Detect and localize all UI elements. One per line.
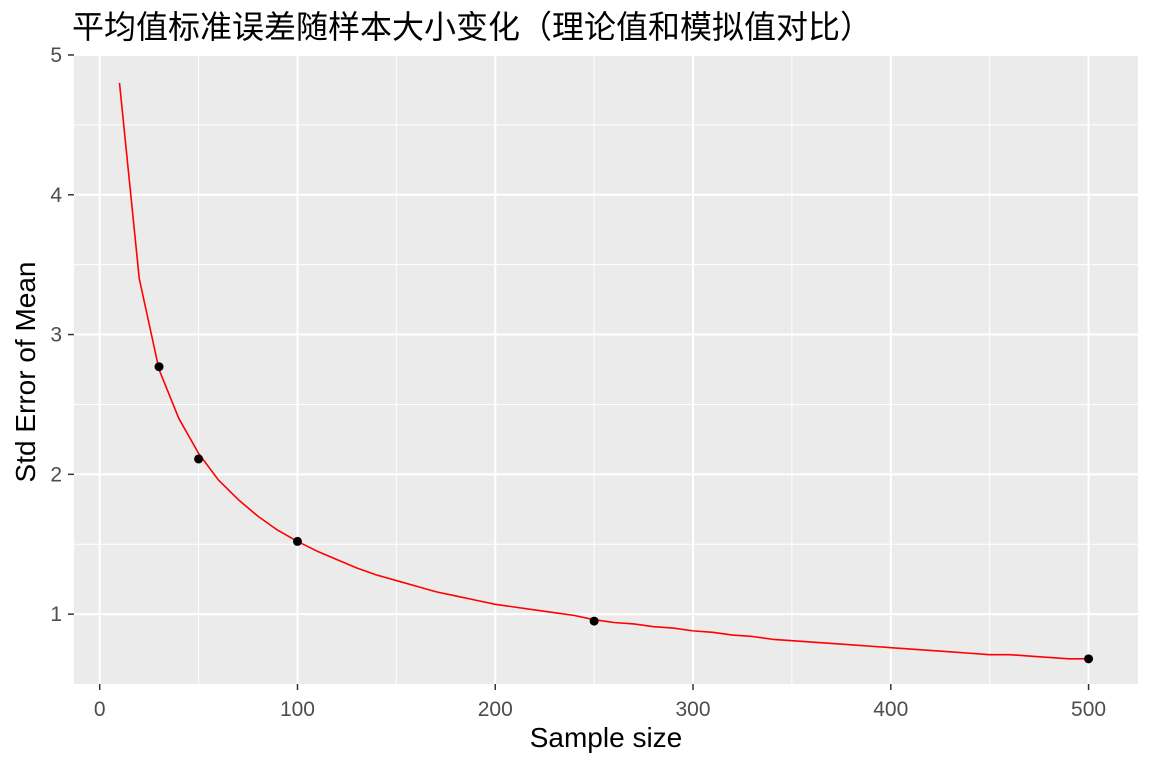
simulated-point [589,616,599,626]
y-tick-label: 2 [50,463,62,486]
x-axis-title: Sample size [530,722,683,753]
x-tick-label: 400 [873,698,908,721]
x-tick-label: 500 [1071,698,1106,721]
x-axis: 0 100 200 300 400 500 [94,684,1106,721]
x-tick-label: 0 [94,698,106,721]
y-axis-title: Std Error of Mean [10,262,41,483]
x-tick-label: 200 [478,698,513,721]
chart-title: 平均值标准误差随样本大小变化（理论值和模拟值对比） [72,8,872,46]
y-tick-label: 1 [50,603,62,626]
x-tick-label: 100 [280,698,315,721]
theory-line [118,82,1089,660]
plot-panel [74,55,1138,684]
y-tick-label: 3 [50,324,62,347]
grid-major [74,54,1138,684]
grid-minor [74,55,1138,684]
simulated-point [154,362,164,372]
y-tick-label: 5 [50,44,62,67]
simulated-point [292,536,302,546]
y-tick-label: 4 [50,184,62,207]
series-points-group [154,362,1094,664]
x-tick-label: 300 [675,698,710,721]
simulated-point [1084,654,1094,664]
series-line-group [118,82,1089,660]
simulated-point [194,454,204,464]
y-axis: 1 2 3 4 5 [50,44,74,626]
